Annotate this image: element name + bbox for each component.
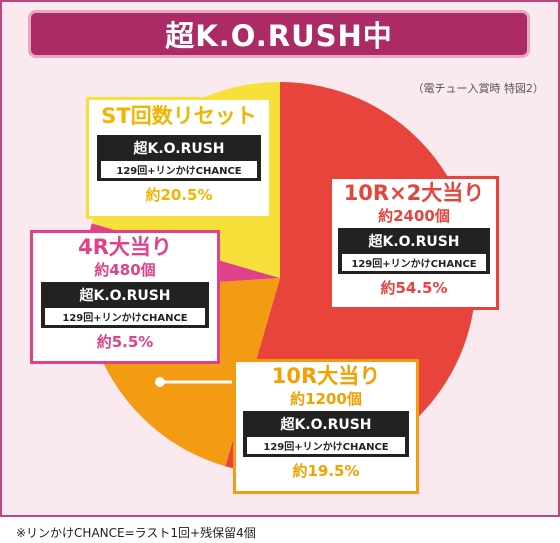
st-reset-mode: 超K.O.RUSH 129回+リンかけCHANCE bbox=[97, 135, 261, 181]
page-title: 超K.O.RUSH中 bbox=[28, 10, 530, 58]
big-20r-mode-sub: 129回+リンかけCHANCE bbox=[342, 254, 486, 271]
hit-4r-mode-label: 超K.O.RUSH bbox=[79, 288, 171, 304]
st-reset-mode-label: 超K.O.RUSH bbox=[133, 141, 225, 157]
hit-10r-mode: 超K.O.RUSH 129回+リンかけCHANCE bbox=[243, 411, 409, 457]
hit-4r-mode-sub: 129回+リンかけCHANCE bbox=[45, 308, 205, 325]
hit-10r-mode-sub: 129回+リンかけCHANCE bbox=[247, 437, 405, 454]
hit-10r-box: 10R大当り 約1200個 超K.O.RUSH 129回+リンかけCHANCE … bbox=[233, 359, 419, 494]
big-20r-amount: 約2400個 bbox=[378, 207, 450, 225]
chart-caption: （電チュー入賞時 特図2） bbox=[412, 82, 545, 95]
big-20r-box: 10R×2大当り 約2400個 超K.O.RUSH 129回+リンかけCHANC… bbox=[329, 176, 499, 310]
hit-4r-percent: 約5.5% bbox=[96, 333, 154, 351]
hit-10r-title: 10R大当り bbox=[271, 364, 381, 388]
st-reset-mode-sub: 129回+リンかけCHANCE bbox=[101, 161, 257, 178]
slice-pointer-dot bbox=[155, 377, 165, 387]
big-20r-mode-label: 超K.O.RUSH bbox=[368, 234, 460, 250]
st-reset-box: ST回数リセット 超K.O.RUSH 129回+リンかけCHANCE 約20.5… bbox=[86, 97, 272, 219]
footnote: ※リンかけCHANCE=ラスト1回+残保留4個 bbox=[16, 526, 256, 540]
big-20r-mode: 超K.O.RUSH 129回+リンかけCHANCE bbox=[338, 228, 490, 274]
hit-4r-mode: 超K.O.RUSH 129回+リンかけCHANCE bbox=[41, 282, 209, 328]
big-20r-title: 10R×2大当り bbox=[343, 181, 485, 205]
hit-4r-title: 4R大当り bbox=[78, 235, 172, 259]
hit-10r-percent: 約19.5% bbox=[292, 462, 360, 480]
hit-10r-mode-label: 超K.O.RUSH bbox=[280, 417, 372, 433]
st-reset-percent: 約20.5% bbox=[145, 186, 213, 204]
hit-10r-amount: 約1200個 bbox=[290, 390, 362, 408]
st-reset-title: ST回数リセット bbox=[101, 104, 257, 128]
hit-4r-amount: 約480個 bbox=[94, 261, 156, 279]
hit-4r-box: 4R大当り 約480個 超K.O.RUSH 129回+リンかけCHANCE 約5… bbox=[30, 230, 220, 364]
big-20r-percent: 約54.5% bbox=[380, 279, 448, 297]
